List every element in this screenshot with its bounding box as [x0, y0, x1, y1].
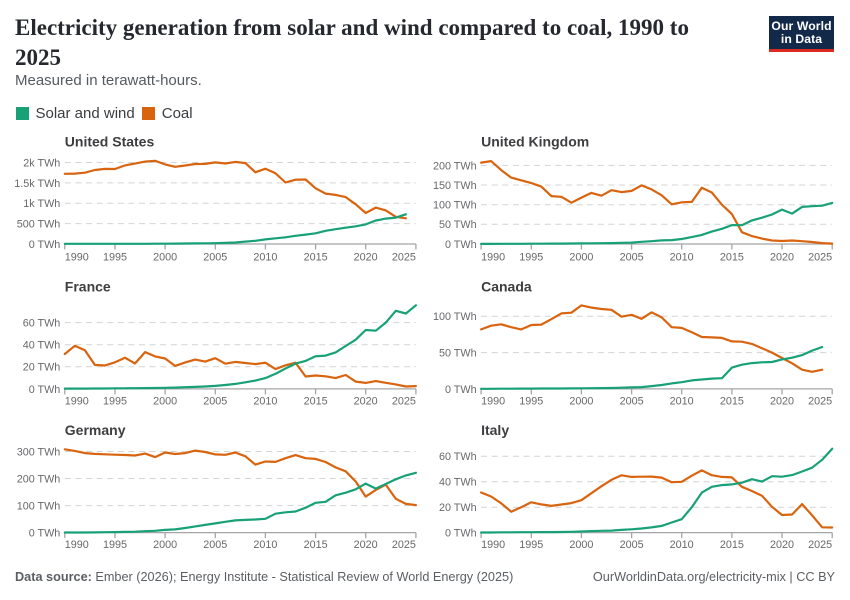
svg-text:2k TWh: 2k TWh — [23, 157, 60, 169]
svg-text:2005: 2005 — [620, 539, 644, 551]
svg-text:2025: 2025 — [808, 539, 832, 551]
svg-text:2015: 2015 — [304, 395, 328, 407]
svg-text:Germany: Germany — [65, 422, 126, 438]
svg-text:2015: 2015 — [720, 539, 744, 551]
svg-text:2015: 2015 — [304, 539, 328, 551]
svg-text:2025: 2025 — [392, 395, 416, 407]
svg-text:1990: 1990 — [481, 539, 505, 551]
svg-text:2000: 2000 — [569, 539, 593, 551]
svg-text:1995: 1995 — [519, 395, 543, 407]
svg-text:1990: 1990 — [65, 395, 89, 407]
svg-text:40 TWh: 40 TWh — [23, 340, 61, 352]
svg-text:Italy: Italy — [481, 422, 509, 438]
svg-text:0 TWh: 0 TWh — [445, 384, 477, 396]
svg-text:2020: 2020 — [770, 539, 794, 551]
svg-text:40 TWh: 40 TWh — [439, 477, 477, 489]
svg-text:1.5k TWh: 1.5k TWh — [14, 178, 60, 190]
svg-text:2025: 2025 — [808, 395, 832, 407]
svg-text:2010: 2010 — [670, 539, 694, 551]
svg-text:2000: 2000 — [153, 251, 177, 263]
svg-text:2000: 2000 — [153, 395, 177, 407]
svg-text:200 TWh: 200 TWh — [433, 160, 477, 172]
svg-text:1990: 1990 — [481, 251, 505, 263]
svg-text:1990: 1990 — [65, 251, 89, 263]
svg-text:2000: 2000 — [153, 539, 177, 551]
svg-text:50 TWh: 50 TWh — [439, 219, 477, 231]
svg-text:500 TWh: 500 TWh — [17, 219, 61, 231]
svg-text:2010: 2010 — [670, 395, 694, 407]
svg-text:50 TWh: 50 TWh — [439, 348, 477, 360]
svg-text:2010: 2010 — [253, 395, 277, 407]
svg-text:2020: 2020 — [770, 395, 794, 407]
svg-text:2010: 2010 — [253, 251, 277, 263]
svg-text:1990: 1990 — [65, 539, 89, 551]
svg-text:60 TWh: 60 TWh — [23, 318, 61, 330]
svg-text:1990: 1990 — [481, 395, 505, 407]
svg-text:2020: 2020 — [354, 539, 378, 551]
svg-text:2025: 2025 — [392, 539, 416, 551]
svg-text:0 TWh: 0 TWh — [29, 528, 61, 540]
svg-text:2025: 2025 — [808, 251, 832, 263]
svg-text:300 TWh: 300 TWh — [17, 446, 61, 458]
svg-text:1995: 1995 — [103, 251, 127, 263]
svg-text:2005: 2005 — [620, 251, 644, 263]
svg-text:United States: United States — [65, 134, 155, 150]
svg-text:100 TWh: 100 TWh — [17, 501, 61, 513]
svg-text:2025: 2025 — [392, 251, 416, 263]
svg-text:100 TWh: 100 TWh — [433, 200, 477, 212]
svg-text:2015: 2015 — [720, 395, 744, 407]
svg-text:2005: 2005 — [620, 395, 644, 407]
svg-text:0 TWh: 0 TWh — [445, 239, 477, 251]
svg-text:1995: 1995 — [103, 539, 127, 551]
svg-text:France: France — [65, 278, 111, 294]
svg-text:200 TWh: 200 TWh — [17, 473, 61, 485]
svg-text:100 TWh: 100 TWh — [433, 311, 477, 323]
svg-text:United Kingdom: United Kingdom — [481, 134, 589, 150]
svg-text:0 TWh: 0 TWh — [29, 239, 61, 251]
svg-text:2005: 2005 — [203, 395, 227, 407]
svg-text:2000: 2000 — [569, 395, 593, 407]
svg-text:2020: 2020 — [770, 251, 794, 263]
svg-text:2010: 2010 — [253, 539, 277, 551]
svg-text:20 TWh: 20 TWh — [23, 362, 61, 374]
svg-text:1k TWh: 1k TWh — [23, 198, 60, 210]
svg-text:2015: 2015 — [720, 251, 744, 263]
svg-text:Canada: Canada — [481, 278, 532, 294]
svg-text:0 TWh: 0 TWh — [445, 528, 477, 540]
svg-text:2020: 2020 — [354, 395, 378, 407]
svg-text:0 TWh: 0 TWh — [29, 384, 61, 396]
svg-text:1995: 1995 — [519, 251, 543, 263]
svg-text:2010: 2010 — [670, 251, 694, 263]
svg-text:2020: 2020 — [354, 251, 378, 263]
svg-text:2005: 2005 — [203, 539, 227, 551]
svg-text:2005: 2005 — [203, 251, 227, 263]
svg-text:60 TWh: 60 TWh — [439, 451, 477, 463]
svg-text:2015: 2015 — [304, 251, 328, 263]
svg-text:1995: 1995 — [103, 395, 127, 407]
svg-text:20 TWh: 20 TWh — [439, 502, 477, 514]
svg-text:150 TWh: 150 TWh — [433, 180, 477, 192]
svg-text:2000: 2000 — [569, 251, 593, 263]
svg-text:1995: 1995 — [519, 539, 543, 551]
